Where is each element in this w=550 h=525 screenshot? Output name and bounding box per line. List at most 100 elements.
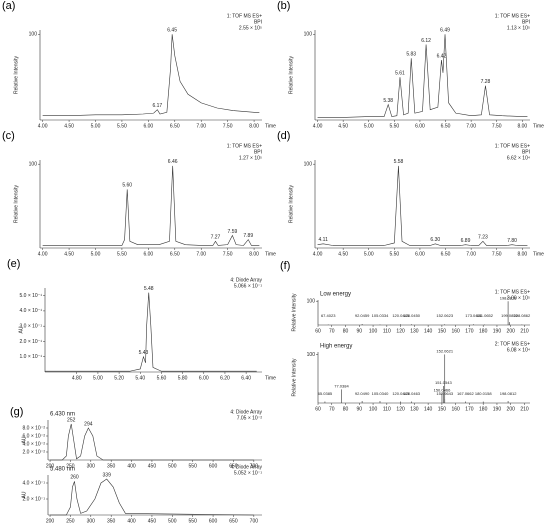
info-text: BPI: [254, 149, 262, 155]
x-tick-label: 5.00: [364, 123, 374, 129]
x-tick-label: 4.00: [38, 251, 48, 257]
x-tick-label: 70: [329, 328, 335, 334]
trace: [45, 292, 257, 372]
x-tick-label: 4.50: [64, 251, 74, 257]
x-tick-label: 7.00: [466, 251, 476, 257]
peak-label: 6.42: [437, 53, 447, 59]
peak-label: 6.89: [461, 238, 471, 244]
x-tick-label: 200: [46, 518, 55, 524]
peak-label: 120.0445: [392, 313, 409, 318]
x-tick-label: 6.50: [170, 251, 180, 257]
x-tick-label: 8.00: [517, 251, 527, 257]
x-tick-label: 6.00: [415, 123, 425, 129]
x-tick-label: 8.00: [249, 251, 259, 257]
peak-label: 181.0652: [476, 313, 493, 318]
peak-label: 105.0334: [372, 313, 389, 318]
info-text: 1: TOF MS ES+: [495, 289, 530, 295]
x-tick-label: 300: [87, 518, 96, 524]
info-text: 4: Diode Array: [230, 409, 262, 415]
x-tick-label: 650: [229, 463, 238, 469]
x-tick-label: 150: [438, 328, 447, 334]
peak-label: 173.0461: [465, 313, 482, 318]
peak-label: 6.30: [430, 237, 440, 243]
info-text: 1.13 × 10⁵: [507, 25, 530, 31]
panel-label: (g): [10, 406, 23, 418]
trace: [42, 165, 260, 246]
y-tick-label: 100: [29, 162, 38, 168]
x-tick-label: 7.00: [196, 251, 206, 257]
x-tick-label: 400: [127, 463, 136, 469]
x-axis-label: Time: [533, 251, 544, 257]
peak-label: 152.0621: [436, 348, 453, 353]
x-tick-label: 450: [148, 518, 157, 524]
chart-title: Low energy: [320, 292, 351, 298]
panel-label: (d): [277, 130, 290, 142]
x-tick-label: 550: [189, 463, 198, 469]
info-text: BPI: [522, 19, 530, 25]
x-tick-label: 190: [493, 328, 502, 334]
x-tick-label: 600: [209, 463, 218, 469]
panel-label: (f): [280, 260, 290, 272]
x-tick-label: 5.50: [389, 123, 399, 129]
x-tick-label: 150: [438, 406, 447, 412]
peak-label: 7.27: [211, 235, 221, 241]
peak-label: 152.0643: [436, 391, 453, 396]
x-tick-label: 170: [465, 328, 474, 334]
x-tick-label: 90: [357, 328, 363, 334]
y-tick-label: 100: [307, 299, 316, 305]
peak-label: 5.43: [139, 350, 149, 356]
peak-label: 180.0158: [475, 391, 492, 396]
trace: [50, 478, 254, 516]
x-tick-label: 5.00: [91, 251, 101, 257]
peak-label: 6.46: [168, 159, 178, 165]
x-tick-label: 200: [507, 406, 516, 412]
x-tick-label: 4.50: [64, 123, 74, 129]
peak-label: 198.0818: [500, 295, 517, 300]
peak-label: 294: [84, 421, 93, 427]
peak-label: 105.0340: [372, 391, 389, 396]
y-tick-label: 3.0 × 10⁻¹: [19, 324, 42, 330]
peak-label: 260: [70, 475, 79, 481]
y-axis-label: Relative Intensity: [13, 55, 19, 94]
peak-label: 208.0862: [514, 313, 531, 318]
x-tick-label: 450: [148, 463, 157, 469]
peak-label: 6.12: [421, 38, 431, 44]
x-tick-label: 5.20: [114, 375, 124, 381]
x-tick-label: 250: [66, 518, 75, 524]
x-tick-label: 110: [383, 328, 391, 334]
peak-label: 6.49: [440, 28, 450, 34]
peak-label: 5.60: [122, 183, 132, 189]
x-tick-label: 6.50: [170, 123, 180, 129]
x-tick-label: 200: [46, 463, 55, 469]
x-tick-label: 6.20: [220, 375, 230, 381]
x-tick-label: 6.00: [143, 251, 153, 257]
y-tick-label: 100: [29, 32, 38, 38]
x-axis-label: Time: [265, 251, 276, 257]
x-tick-label: 4.80: [72, 375, 82, 381]
info-text: 6.62 × 10⁴: [507, 155, 530, 161]
info-text: 2: TOF MS ES+: [495, 341, 530, 347]
x-tick-label: 400: [127, 518, 136, 524]
peak-label: 128.0450: [403, 313, 420, 318]
y-tick-label: 4.0 × 10⁻¹: [22, 480, 45, 486]
x-tick-label: 6.00: [415, 251, 425, 257]
peak-label: 198.0812: [500, 391, 517, 396]
x-tick-label: 60: [315, 328, 321, 334]
x-tick-label: 8.00: [517, 123, 527, 129]
trace: [50, 423, 254, 461]
y-tick-label: 4.0 × 10⁻¹: [19, 308, 42, 314]
x-tick-label: 650: [229, 518, 238, 524]
x-tick-label: 5.00: [364, 251, 374, 257]
info-text: 4: Diode Array: [230, 277, 262, 283]
info-text: 1: TOF MS ES+: [227, 143, 262, 149]
x-tick-label: 300: [87, 463, 96, 469]
y-tick-label: 4.0 × 10⁻²: [22, 441, 45, 447]
x-tick-label: 700: [250, 463, 259, 469]
x-tick-label: 160: [451, 328, 460, 334]
x-tick-label: 180: [479, 328, 488, 334]
x-tick-label: 4.00: [313, 123, 323, 129]
x-tick-label: 4.00: [38, 123, 48, 129]
x-tick-label: 190: [493, 406, 502, 412]
x-axis-label: Time: [265, 123, 276, 129]
